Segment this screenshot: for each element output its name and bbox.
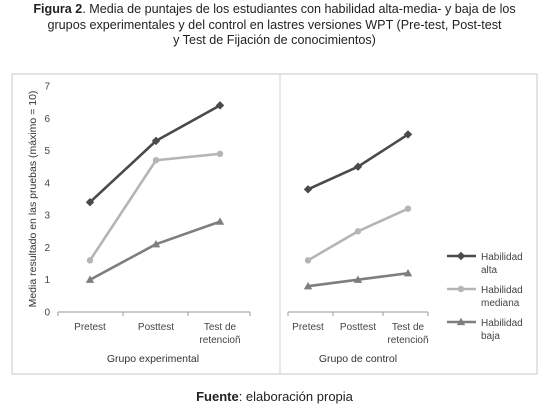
series-habilidad-mediana	[304, 205, 412, 264]
y-axis-ticks: 0 1 2 3 4 5 6 7	[44, 82, 50, 319]
legend-item-habilidad-alta: Habilidad alta	[447, 251, 523, 276]
source-note: Fuente: elaboración propia	[0, 389, 549, 404]
caption-line-3: y Test de Fijación de conocimientos)	[173, 33, 376, 47]
y-tick-label: 6	[44, 114, 50, 125]
source-text: : elaboración propia	[238, 389, 353, 404]
x-tick-label: Test de	[204, 322, 237, 333]
series-habilidad-baja	[85, 217, 225, 283]
panel-title: Grupo experimental	[107, 353, 199, 365]
y-tick-label: 1	[44, 275, 50, 286]
x-tick-label: Pretest	[74, 322, 106, 333]
x-tick-label: Posttest	[138, 322, 174, 333]
series-habilidad-alta	[303, 130, 413, 194]
y-tick-label: 5	[44, 146, 50, 157]
data-point	[151, 136, 161, 146]
data-point	[86, 257, 94, 264]
caption-line-1: Figura 2. Media de puntajes de los estud…	[8, 2, 541, 18]
x-tick-label: Test de	[392, 322, 425, 333]
series-habilidad-baja	[303, 269, 413, 290]
source-label: Fuente	[196, 389, 239, 404]
x-tick-label: retencioñ	[387, 335, 428, 346]
y-tick-label: 7	[44, 82, 50, 93]
figure-caption: Figura 2. Media de puntajes de los estud…	[8, 2, 541, 49]
x-tick-label: Pretest	[292, 322, 324, 333]
x-tick-label: Posttest	[340, 322, 376, 333]
data-point	[403, 130, 413, 139]
data-point	[303, 185, 313, 194]
data-point	[304, 257, 312, 264]
y-tick-label: 0	[44, 308, 50, 319]
data-point	[353, 275, 363, 283]
legend-label: Habilidad	[481, 252, 523, 263]
data-point	[85, 198, 95, 207]
legend-label: Habilidad	[481, 285, 523, 296]
legend-marker	[457, 285, 465, 293]
y-axis-title-group: Media resultado en las pruebas (máximo =…	[27, 91, 39, 308]
x-tick-label: retencioñ	[199, 335, 240, 346]
data-point	[152, 157, 160, 164]
legend-label: mediana	[481, 298, 520, 309]
data-point	[353, 162, 363, 171]
series-habilidad-alta	[85, 101, 225, 207]
legend: Habilidad alta Habilidad mediana Habilidad ba…	[447, 251, 523, 342]
data-point	[303, 281, 313, 290]
caption-label: Figura 2	[33, 2, 83, 16]
y-tick-label: 4	[44, 178, 50, 189]
legend-label: alta	[481, 265, 498, 276]
y-tick-label: 3	[44, 211, 50, 222]
data-point	[215, 217, 225, 225]
legend-marker	[456, 251, 466, 261]
y-axis-title: Media resultado en las pruebas (máximo =…	[27, 91, 39, 308]
legend-item-habilidad-mediana: Habilidad mediana	[447, 285, 523, 309]
series-habilidad-mediana	[86, 150, 224, 264]
data-point	[215, 101, 225, 110]
data-point	[403, 269, 413, 277]
legend-label: Habilidad	[481, 318, 523, 329]
chart-frame	[11, 73, 538, 375]
data-point	[354, 228, 362, 235]
y-tick-label: 2	[44, 243, 50, 254]
panel-title: Grupo de control	[319, 353, 397, 365]
caption-line-2: grupos experimentales y del control en l…	[47, 17, 502, 32]
data-point	[216, 150, 224, 157]
panel-grupo-de-control: Pretest Posttest Test de retencioñ Grupo de …	[287, 130, 429, 365]
data-point	[151, 240, 161, 248]
data-point	[404, 205, 412, 212]
legend-marker	[456, 317, 466, 326]
legend-item-habilidad-baja: Habilidad baja	[447, 317, 523, 342]
data-point	[85, 275, 95, 283]
legend-label: baja	[481, 331, 500, 342]
caption-line-1-text: . Media de puntajes de los estudiantes c…	[82, 2, 516, 16]
